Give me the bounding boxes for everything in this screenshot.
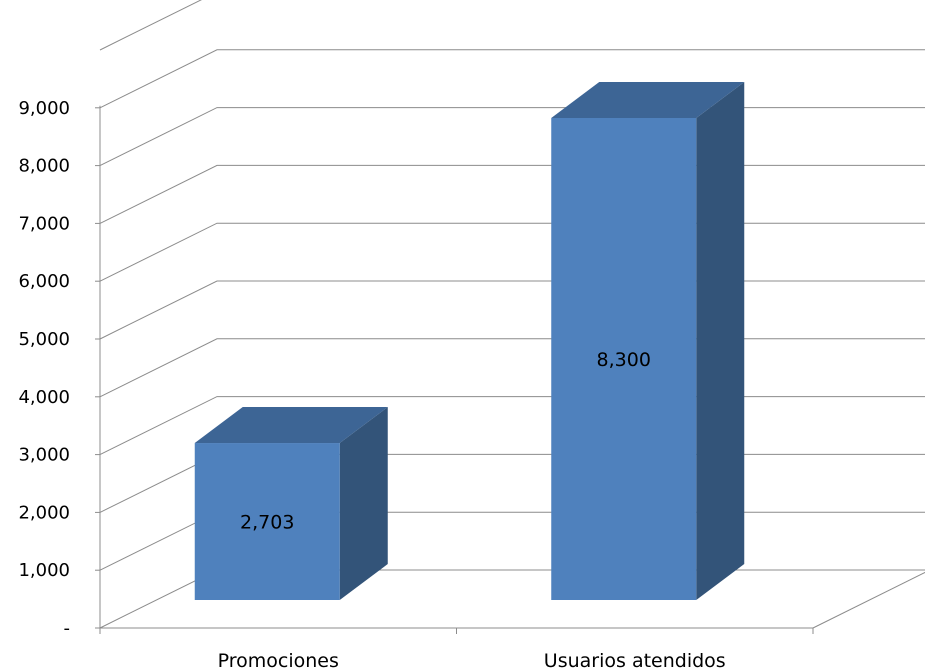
y-tick-label: 2,000 [18,502,70,523]
axes [95,105,814,634]
category-label: Usuarios atendidos [544,650,726,672]
gridline-8000 [99,107,925,167]
bar-top-face [194,407,388,444]
bar-value-label: 8,300 [597,349,651,371]
gridlines [99,0,925,629]
gridline-5000 [99,280,925,340]
gridline-9000 [99,49,925,109]
bar-front-face [551,118,697,600]
gridline-6000 [99,222,925,282]
y-tick-label: 4,000 [18,387,70,408]
floor-right-edge [812,571,925,629]
y-tick-label: 9,000 [18,98,70,119]
x-axis-category-labels: Promociones Usuarios atendidos [218,650,726,672]
bar-side-face [696,82,745,600]
bar-top-face [551,82,745,118]
gridline-10000 [99,0,202,51]
y-tick-label: 7,000 [18,213,70,234]
gridline-7000 [99,164,925,224]
y-tick-label: 8,000 [18,156,70,177]
bar-front-face [194,443,340,600]
bar-value-label: 2,703 [240,512,294,534]
y-tick-label: 1,000 [18,560,70,581]
bars: 2,703 8,300 [194,82,745,600]
y-tick-label: - [64,618,71,639]
category-label: Promociones [218,650,339,672]
gridline-4000 [99,338,925,398]
y-tick-label: 6,000 [18,271,70,292]
bar-2: 8,300 [551,82,745,600]
bar-side-face [339,407,388,600]
y-tick-label: 3,000 [18,445,70,466]
bar-1: 2,703 [194,407,388,600]
y-axis-tick-labels: - 1,000 2,000 3,000 4,000 5,000 6,000 7,000 8,00… [18,98,70,639]
y-tick-label: 5,000 [18,329,70,350]
